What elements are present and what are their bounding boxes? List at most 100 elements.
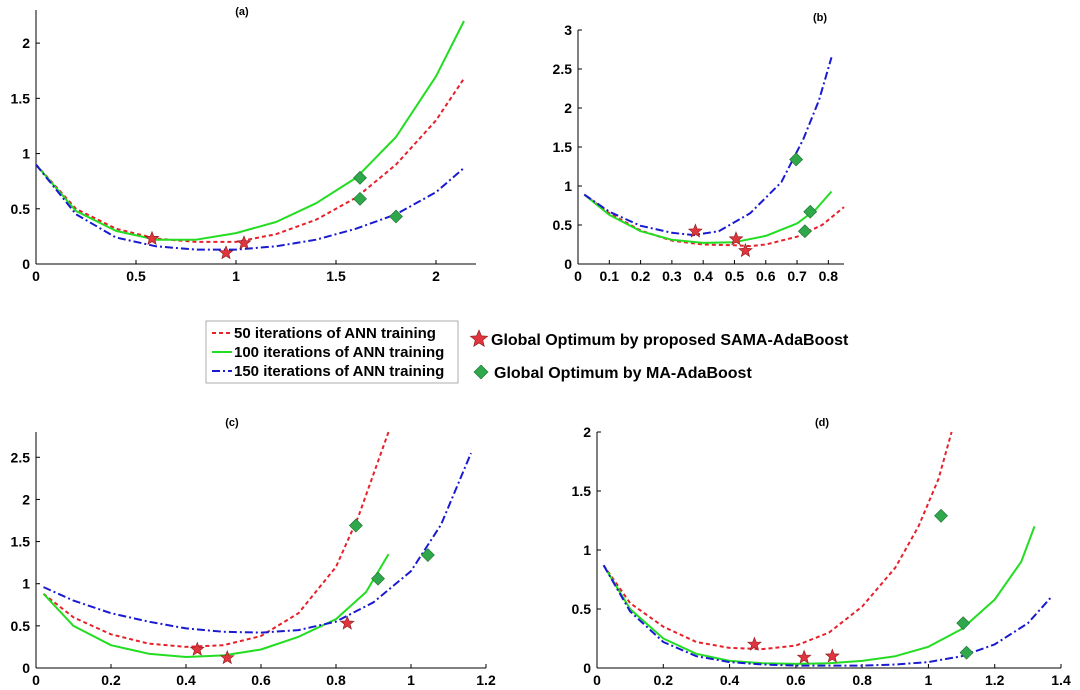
sama-optimum-star xyxy=(236,235,252,250)
x-tick-label: 0.4 xyxy=(693,268,713,284)
x-tick-label: 0.6 xyxy=(251,672,271,688)
y-tick-label: 0.5 xyxy=(572,601,592,617)
x-tick-label: 0.6 xyxy=(786,672,806,688)
x-tick-label: 0.8 xyxy=(326,672,346,688)
series-line-3 xyxy=(602,564,1052,667)
x-tick-label: 1 xyxy=(232,268,240,284)
y-tick-label: 0.5 xyxy=(11,618,31,634)
ma-optimum-diamond xyxy=(348,518,363,533)
y-tick-label: 1 xyxy=(22,576,30,592)
ma-optimum-diamond xyxy=(353,170,367,185)
sama-optimum-star xyxy=(144,230,160,245)
y-tick-label: 2.5 xyxy=(553,61,573,77)
legend-diamond-label: Global Optimum by MA-AdaBoost xyxy=(494,365,752,382)
x-tick-label: 1.2 xyxy=(476,672,496,688)
y-tick-label: 1 xyxy=(564,178,572,194)
ma-optimum-diamond xyxy=(789,152,804,167)
y-tick-label: 0 xyxy=(564,256,572,272)
y-tick-label: 3 xyxy=(564,22,572,38)
y-tick-label: 1.5 xyxy=(11,90,31,106)
legend-line-label: 50 iterations of ANN training xyxy=(234,325,436,342)
x-tick-label: 0.4 xyxy=(176,672,196,688)
x-tick-label: 0.2 xyxy=(654,672,674,688)
legend-line-label: 150 iterations of ANN training xyxy=(234,363,444,380)
x-tick-label: 1.2 xyxy=(985,672,1005,688)
ma-optimum-diamond xyxy=(420,548,435,562)
sama-optimum-star xyxy=(728,231,744,246)
y-tick-label: 1 xyxy=(22,146,30,162)
x-tick-label: 0.6 xyxy=(756,268,776,284)
legend-line-label: 100 iterations of ANN training xyxy=(234,344,444,361)
ma-optimum-diamond xyxy=(371,571,385,586)
y-tick-label: 2.5 xyxy=(11,449,31,465)
panel-title: (b) xyxy=(813,12,827,24)
series-line-2 xyxy=(42,553,390,658)
y-tick-label: 0.5 xyxy=(553,217,573,233)
ma-optimum-diamond xyxy=(389,209,403,224)
x-tick-label: 0.4 xyxy=(720,672,740,688)
panel-title: (d) xyxy=(815,417,829,429)
ma-optimum-diamond xyxy=(959,645,974,660)
x-tick-label: 0.5 xyxy=(725,268,745,284)
chart-panel-a: (a) 0 0.5 1 1.5 2 0 0.5 1 1.5 2 xyxy=(11,6,476,284)
series-line-1 xyxy=(42,431,390,648)
x-tick-label: 1.5 xyxy=(326,268,346,284)
legend-diamond-icon xyxy=(473,364,489,380)
sama-optimum-star xyxy=(738,242,753,258)
series-line-3 xyxy=(583,57,833,237)
ma-optimum-diamond xyxy=(353,191,367,206)
panel-title: (c) xyxy=(225,417,239,429)
legend-star-icon xyxy=(469,329,489,347)
x-tick-label: 1 xyxy=(407,672,415,688)
sama-optimum-star xyxy=(219,650,235,665)
sama-optimum-star xyxy=(189,641,205,656)
series-line-1 xyxy=(602,431,953,651)
y-tick-label: 1.5 xyxy=(11,534,31,550)
y-tick-label: 2 xyxy=(583,424,591,440)
x-tick-label: 1 xyxy=(925,672,933,688)
series-line-2 xyxy=(36,20,465,241)
series-line-3 xyxy=(43,452,472,634)
sama-optimum-star xyxy=(218,245,234,260)
x-tick-label: 0 xyxy=(32,268,40,284)
x-tick-label: 0.8 xyxy=(819,268,839,284)
y-tick-label: 0 xyxy=(22,256,30,272)
x-tick-label: 0 xyxy=(574,268,582,284)
series-line-2 xyxy=(602,526,1036,665)
sama-optimum-star xyxy=(687,223,703,238)
chart-panel-b: (b) 0 0.1 0.2 0.3 0.4 0.5 0.6 0.7 0.8 0 0.5 1 1.5 2 2.5… xyxy=(553,12,845,284)
x-tick-label: 0.3 xyxy=(662,268,682,284)
x-tick-label: 1.4 xyxy=(1051,672,1071,688)
ma-optimum-diamond xyxy=(934,508,948,523)
x-tick-label: 0 xyxy=(32,672,40,688)
legend-star-label: Global Optimum by proposed SAMA-AdaBoost xyxy=(491,332,849,349)
series-line-2 xyxy=(583,190,833,244)
sama-optimum-star xyxy=(824,648,840,663)
x-tick-label: 0 xyxy=(593,672,601,688)
series-line-3 xyxy=(36,163,465,251)
y-tick-label: 2 xyxy=(564,100,572,116)
sama-optimum-star xyxy=(796,649,812,664)
series-line-1 xyxy=(583,193,845,248)
x-tick-label: 0.5 xyxy=(126,268,146,284)
y-tick-label: 2 xyxy=(22,491,30,507)
x-tick-label: 0.8 xyxy=(852,672,872,688)
ma-optimum-diamond xyxy=(956,616,971,631)
y-tick-label: 0 xyxy=(583,660,591,676)
sama-optimum-star xyxy=(339,615,355,630)
x-tick-label: 0.2 xyxy=(631,268,651,284)
x-tick-label: 2 xyxy=(432,268,440,284)
x-tick-label: 0.7 xyxy=(787,268,807,284)
ma-optimum-diamond xyxy=(797,224,812,239)
y-tick-label: 0.5 xyxy=(11,201,31,217)
panel-title: (a) xyxy=(235,6,249,18)
chart-panel-d: (d) 0 0.2 0.4 0.6 0.8 1 1.2 1.4 0 0.5 1 1.5 2 xyxy=(572,417,1071,688)
x-tick-label: 0.2 xyxy=(101,672,121,688)
y-tick-label: 1.5 xyxy=(572,483,592,499)
series-line-1 xyxy=(36,77,465,243)
chart-panel-c: (c) 0 0.2 0.4 0.6 0.8 1 1.2 0 0.5 1 1.5 2 2.5 xyxy=(11,417,496,688)
x-tick-label: 0.1 xyxy=(600,268,620,284)
y-tick-label: 0 xyxy=(22,660,30,676)
sama-optimum-star xyxy=(746,636,762,651)
